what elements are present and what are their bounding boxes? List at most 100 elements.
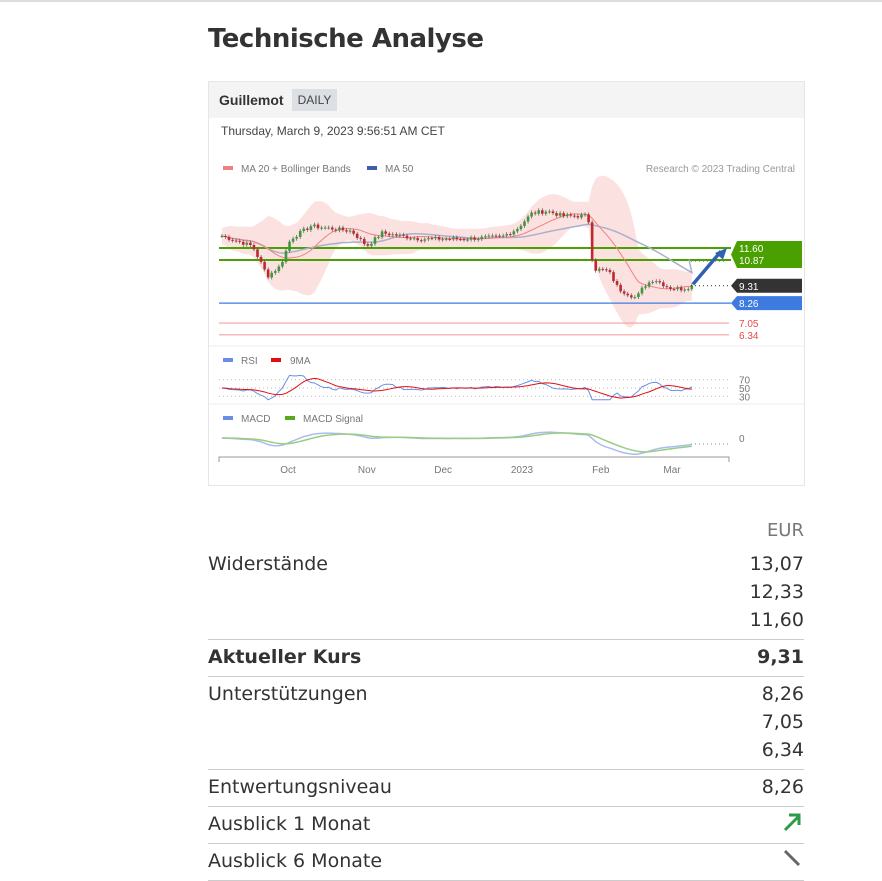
candle (676, 287, 679, 290)
candle (523, 221, 526, 226)
candle (537, 210, 541, 214)
outlook-arrowhead (715, 248, 727, 260)
table-row-outlook-1m: Ausblick 1 Monat (208, 807, 804, 844)
candle (498, 235, 501, 237)
x-tick-label: Dec (434, 465, 452, 476)
candle (263, 261, 266, 270)
candle (259, 256, 263, 262)
candle (541, 210, 544, 214)
levels-table: EUR Widerstände 13,07 12,33 11,60 Aktuelle… (208, 520, 804, 881)
ma50-legend-swatch (367, 166, 377, 170)
interval-badge[interactable]: DAILY (291, 89, 338, 111)
candle (231, 239, 234, 241)
candle (501, 235, 505, 237)
candle (533, 212, 537, 214)
candle (362, 238, 366, 245)
candle (348, 230, 352, 232)
candle (594, 260, 598, 271)
candle (252, 244, 256, 250)
candle (341, 227, 345, 231)
candle (672, 289, 676, 291)
candle (395, 234, 398, 236)
x-tick-label: Mar (663, 465, 681, 476)
candle (284, 250, 288, 262)
top-divider (0, 0, 882, 2)
candle (277, 266, 281, 272)
candle (412, 238, 416, 240)
chart-canvas: MA 20 + Bollinger Bands MA 50 Research © 2… (209, 164, 804, 476)
candle (466, 239, 469, 241)
signal-legend: MACD Signal (303, 414, 363, 425)
ma20-legend-swatch (223, 166, 233, 170)
candle (227, 236, 231, 240)
candle (273, 271, 277, 273)
row-label: Ausblick 1 Monat (208, 813, 371, 835)
candle (459, 239, 462, 241)
page-title: Technische Analyse (208, 24, 484, 54)
candle (690, 285, 694, 290)
level-label: 7.05 (739, 319, 759, 330)
table-row-current-price: Aktueller Kurs 9,31 (208, 640, 804, 677)
candle (544, 211, 548, 214)
candle (612, 272, 615, 282)
candle (427, 238, 430, 240)
macd-legend-swatch (223, 416, 233, 420)
chart-header: Guillemot DAILY (209, 82, 804, 118)
candle (220, 235, 224, 237)
candle (423, 239, 427, 241)
candle (291, 238, 295, 242)
value: 8,26 (761, 776, 804, 798)
rsi-tick: 50 (739, 384, 751, 395)
candle (366, 244, 370, 246)
candle (338, 227, 341, 231)
ma50-legend: MA 50 (385, 164, 414, 175)
candle (437, 237, 441, 240)
candle (355, 233, 359, 238)
row-label: Unterstützungen (208, 683, 368, 705)
rsi-ma-line (221, 377, 692, 399)
candle (683, 289, 687, 291)
candle (615, 281, 619, 285)
candle (573, 215, 576, 217)
candle (256, 249, 259, 257)
x-axis (218, 456, 730, 462)
candle (651, 281, 654, 283)
macd-tick: 0 (739, 434, 745, 445)
candle (480, 236, 484, 240)
candle (398, 234, 402, 236)
level-label: 10.87 (739, 256, 764, 267)
level-label: 9.31 (739, 282, 759, 293)
ma20-legend: MA 20 + Bollinger Bands (241, 164, 351, 175)
candle (654, 281, 658, 283)
candle (402, 234, 405, 236)
outlook-arrow (691, 250, 723, 286)
table-row-resistances: Widerstände 13,07 12,33 11,60 (208, 547, 804, 640)
candle (644, 286, 647, 288)
candle (505, 234, 508, 236)
candle (380, 231, 384, 238)
candle (306, 228, 309, 230)
candle (451, 237, 455, 240)
candle (605, 269, 608, 271)
candle (484, 236, 487, 238)
candle (245, 242, 249, 245)
arrow-up-right-icon (783, 813, 801, 832)
candle (334, 229, 338, 231)
ma50-line (221, 223, 693, 275)
rsi-legend: RSI (241, 356, 258, 367)
candle (387, 233, 391, 236)
macd-signal-line (221, 432, 692, 453)
candle (512, 231, 516, 235)
candle (370, 243, 373, 246)
candle (455, 237, 459, 240)
copyright: Research © 2023 Trading Central (646, 164, 795, 175)
candle (679, 287, 683, 291)
candle (309, 226, 313, 230)
candle (330, 227, 334, 230)
candle (590, 222, 594, 261)
candle (622, 291, 626, 294)
candle (626, 293, 630, 296)
candle (487, 235, 491, 237)
table-row-supports: Unterstützungen 8,26 7,05 6,34 (208, 677, 804, 770)
candle (352, 230, 355, 234)
